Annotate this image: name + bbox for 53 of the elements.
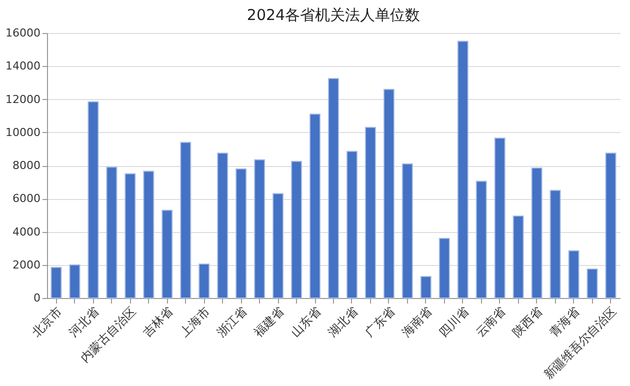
y-tick-label: 14000: [6, 60, 40, 73]
x-tick-label: 上海市: [177, 304, 213, 340]
y-tick-label: 2000: [12, 258, 40, 272]
bar: [180, 142, 192, 298]
bar: [512, 216, 524, 298]
bar: [124, 173, 136, 298]
bar: [346, 150, 358, 298]
bar: [550, 190, 561, 298]
bar: [402, 163, 413, 298]
bar: [586, 268, 598, 298]
bar: [88, 101, 99, 298]
y-tick-label: 10000: [6, 126, 40, 139]
x-tick-label: 山东省: [288, 304, 324, 340]
x-tick-label: 浙江省: [214, 304, 250, 340]
x-tick-label: 海南省: [399, 304, 434, 340]
bar: [310, 114, 321, 298]
bar: [217, 152, 228, 298]
y-tick-label: 12000: [6, 92, 40, 106]
bar: [420, 276, 432, 298]
bar: [236, 168, 247, 298]
x-tick-label: 北京市: [29, 304, 65, 340]
bar: [364, 126, 376, 298]
bar: [457, 40, 468, 298]
bar: [69, 264, 80, 298]
bar: [254, 159, 266, 298]
bar: [143, 170, 154, 298]
x-tick-label: 陕西省: [510, 304, 546, 340]
x-tick-label: 四川省: [436, 304, 472, 340]
x-tick-label: 广东省: [362, 304, 398, 340]
bar: [605, 152, 616, 298]
x-tick-label: 福建省: [251, 304, 287, 340]
bar: [328, 78, 339, 298]
bar: [383, 88, 394, 298]
bar: [106, 166, 118, 298]
x-tick-label: 云南省: [472, 304, 508, 340]
bar: [198, 264, 210, 298]
y-tick-label: 0: [34, 292, 40, 304]
bar: [438, 238, 450, 298]
y-tick-label: 16000: [6, 26, 40, 40]
y-tick-label: 6000: [12, 192, 40, 206]
bar: [162, 210, 173, 298]
bar: [568, 250, 580, 298]
bar: [476, 180, 487, 298]
chart-title: 2024各省机关法人单位数: [246, 6, 420, 24]
x-tick-label: 吉林省: [140, 304, 176, 340]
bar: [272, 193, 284, 298]
bar: [291, 160, 302, 298]
y-tick-label: 8000: [12, 159, 40, 172]
y-tick-label: 4000: [12, 225, 40, 238]
bar: [494, 138, 506, 298]
bar: [50, 266, 62, 298]
x-tick-label: 湖北省: [325, 304, 360, 340]
bar: [531, 167, 542, 298]
